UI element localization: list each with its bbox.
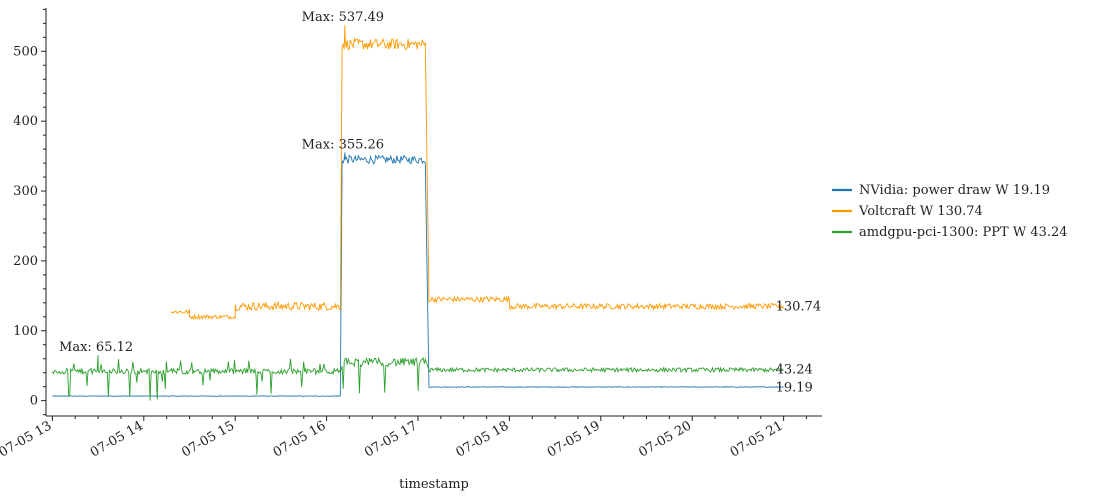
series-max-label: Max: 537.49 bbox=[302, 10, 384, 25]
y-ticks: 0 100 200 300 400 500 bbox=[13, 8, 46, 416]
series-line-1 bbox=[170, 25, 784, 320]
x-tick-label: 07-05 15 bbox=[179, 418, 237, 460]
annotations: Max: 355.26 19.19 Max: 537.49 130.74 Max: 65… bbox=[59, 10, 821, 395]
y-tick-label: 500 bbox=[13, 44, 38, 59]
x-tick-label: 07-05 13 bbox=[0, 418, 54, 460]
legend-label: NVidia: power draw W 19.19 bbox=[859, 183, 1050, 198]
x-axis-title: timestamp bbox=[399, 477, 469, 492]
y-tick-label: 300 bbox=[13, 184, 38, 199]
series-max-label: Max: 65.12 bbox=[59, 340, 133, 355]
series-last-value-label: 19.19 bbox=[776, 380, 813, 395]
series-last-value-label: 130.74 bbox=[776, 300, 822, 315]
x-tick-label: 07-05 20 bbox=[636, 418, 694, 460]
legend-label: amdgpu-pci-1300: PPT W 43.24 bbox=[859, 225, 1068, 240]
series-max-label: Max: 355.26 bbox=[302, 137, 384, 152]
y-tick-label: 100 bbox=[13, 324, 38, 339]
plot-lines bbox=[52, 25, 784, 401]
x-tick-label: 07-05 19 bbox=[545, 418, 603, 460]
series-line-0 bbox=[52, 152, 784, 397]
legend: NVidia: power draw W 19.19 Voltcraft W 13… bbox=[832, 183, 1068, 240]
series-line-2 bbox=[52, 355, 784, 401]
x-tick-label: 07-05 14 bbox=[88, 418, 146, 460]
legend-label: Voltcraft W 130.74 bbox=[858, 204, 983, 219]
y-tick-label: 200 bbox=[13, 254, 38, 269]
y-tick-label: 0 bbox=[30, 394, 38, 409]
x-ticks: 07-05 13 07-05 14 07-05 15 07-05 16 07-05 17… bbox=[0, 416, 807, 461]
x-tick-label: 07-05 17 bbox=[362, 418, 420, 460]
x-tick-label: 07-05 18 bbox=[454, 418, 512, 460]
series-last-value-label: 43.24 bbox=[776, 363, 813, 378]
y-tick-label: 400 bbox=[13, 114, 38, 129]
x-tick-label: 07-05 16 bbox=[271, 418, 329, 460]
x-tick-label: 07-05 21 bbox=[728, 418, 786, 460]
